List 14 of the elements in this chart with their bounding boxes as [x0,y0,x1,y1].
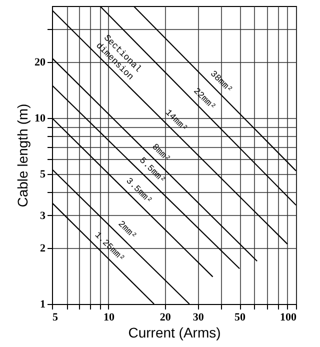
x-tick-label: 30 [192,312,204,324]
y-tick-label: 10 [34,112,46,124]
x-tick-label: 100 [280,312,297,324]
y-tick-label: 3 [40,210,46,222]
x-tick-label: 10 [103,312,115,324]
x-axis-title: Current (Arms) [128,324,221,340]
y-tick-label: 20 [34,56,46,68]
y-tick-label: 5 [40,168,46,180]
y-tick-label: 1 [40,298,46,310]
x-tick-label: 50 [234,312,246,324]
x-tick-label: 20 [160,312,172,324]
x-tick-label: 5 [52,312,58,324]
y-axis-title: Cable length (m) [14,104,30,208]
y-tick-label: 2 [40,242,46,255]
